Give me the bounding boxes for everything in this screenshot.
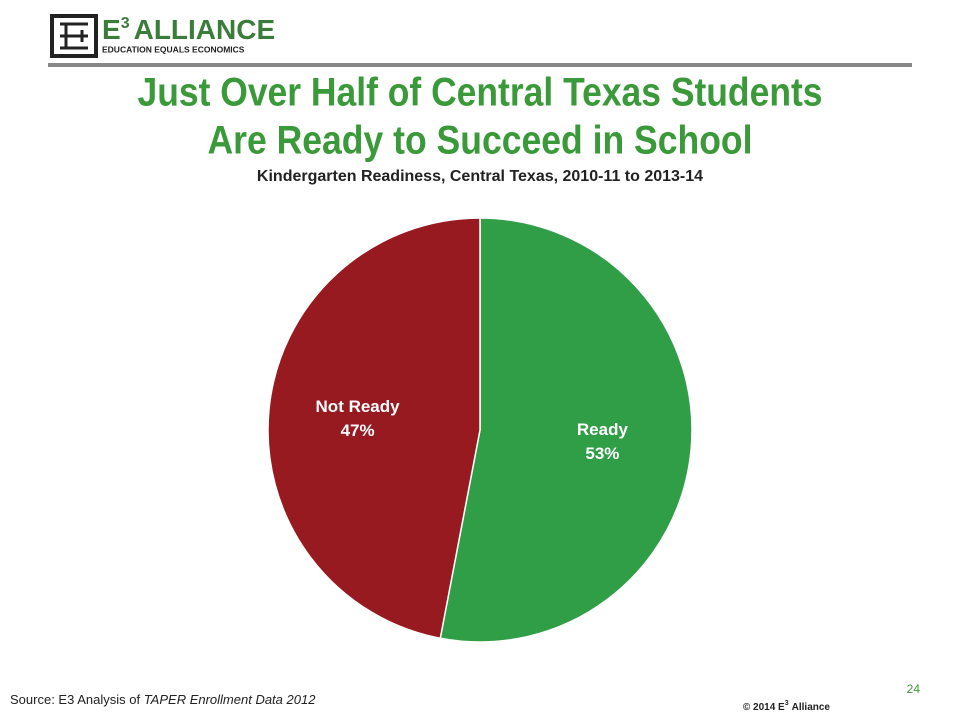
logo-letter: E [102, 14, 121, 45]
source-italic: TAPER Enrollment Data 2012 [144, 692, 316, 707]
chart-title: Kindergarten Readiness, Central Texas, 2… [257, 168, 703, 185]
logo: E3 ALLIANCE EDUCATION EQUALS ECONOMICS [50, 14, 275, 58]
copyright-text: Alliance [792, 702, 831, 713]
slide-title-line: Just Over Half of Central Texas Students [138, 71, 823, 115]
logo-icon-lines [60, 22, 88, 50]
logo-tagline: EDUCATION EQUALS ECONOMICS [102, 44, 245, 54]
slide-title-line: Are Ready to Succeed in School [208, 119, 753, 163]
pie: Ready 53% Not Ready 47% [267, 217, 693, 643]
copyright: © 2014 E3 Alliance [743, 700, 831, 713]
slice-label: Ready [577, 420, 629, 439]
source-text: Source: E3 Analysis of [10, 692, 140, 707]
slice-value-label: 53% [585, 444, 619, 463]
logo-superscript: 3 [121, 15, 130, 32]
slice-label: Not Ready [316, 397, 401, 416]
copyright-superscript: 3 [785, 700, 789, 707]
copyright-text: © 2014 E [743, 702, 785, 713]
pie-slice [439, 217, 693, 643]
slice-value-label: 47% [341, 421, 375, 440]
source: Source: E3 Analysis of TAPER Enrollment … [10, 692, 316, 707]
logo-icon [50, 14, 98, 58]
page-number: 24 [907, 682, 921, 696]
pie-slice [267, 217, 481, 640]
logo-text: E3 ALLIANCE [102, 14, 275, 45]
logo-name: ALLIANCE [134, 14, 276, 45]
